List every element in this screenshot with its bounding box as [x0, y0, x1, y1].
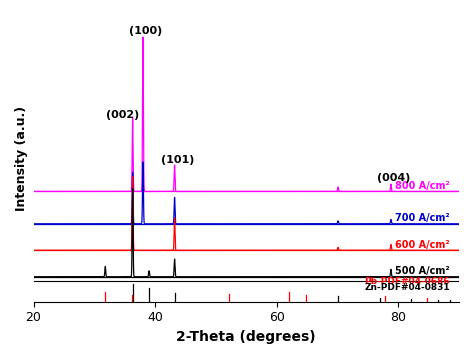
Text: 500 A/cm²: 500 A/cm² [395, 266, 450, 276]
Text: (101): (101) [161, 155, 194, 165]
X-axis label: 2-Theta (degrees): 2-Theta (degrees) [176, 330, 316, 344]
Text: 600 A/cm²: 600 A/cm² [395, 239, 450, 250]
Text: 700 A/cm²: 700 A/cm² [395, 213, 450, 223]
Text: (002): (002) [106, 110, 139, 120]
Text: Pb-PDF#04-0686: Pb-PDF#04-0686 [364, 277, 450, 286]
Text: Zn-PDF#04-0831: Zn-PDF#04-0831 [364, 283, 450, 292]
Text: (100): (100) [129, 25, 163, 36]
Text: 800 A/cm²: 800 A/cm² [395, 181, 450, 191]
Text: (004): (004) [377, 173, 410, 183]
Y-axis label: Intensity (a.u.): Intensity (a.u.) [15, 106, 28, 211]
